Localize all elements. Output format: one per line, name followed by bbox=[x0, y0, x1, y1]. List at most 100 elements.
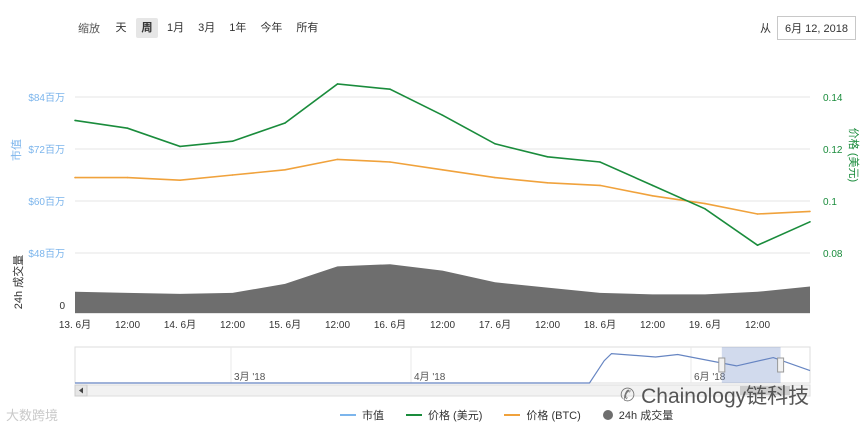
price-btc-path-point bbox=[179, 179, 181, 181]
zoom-3m-button[interactable]: 3月 bbox=[198, 22, 216, 34]
right-tick-012: 0.12 bbox=[823, 145, 843, 156]
price-btc-path-point bbox=[651, 195, 654, 197]
date-from-input[interactable]: 6月 12, 2018 bbox=[777, 16, 856, 40]
x-tick-label: 13. 6月 bbox=[59, 319, 91, 331]
price-btc-path-point bbox=[599, 184, 601, 187]
zoom-ytd-button[interactable]: 今年 bbox=[260, 22, 283, 34]
navigator-label-jun: 6月 '18 bbox=[694, 371, 726, 383]
legend-market-cap-label: 市值 bbox=[362, 410, 384, 422]
legend-price-usd[interactable]: 价格 (美元) bbox=[406, 407, 482, 423]
right-tick-01: 0.1 bbox=[823, 197, 837, 208]
zoom-week-button[interactable]: 周 bbox=[136, 18, 158, 38]
legend-price-btc[interactable]: 价格 (BTC) bbox=[504, 407, 581, 423]
price-btc-path-point bbox=[756, 213, 759, 215]
x-tick-label: 15. 6月 bbox=[269, 319, 301, 331]
date-from: 从 6月 12, 2018 bbox=[760, 16, 856, 40]
navigator-label-apr: 4月 '18 bbox=[414, 371, 446, 383]
price-usd-path-point bbox=[441, 114, 444, 116]
volume-axis-title: 24h 成交量 bbox=[11, 255, 25, 309]
legend-market-cap-icon bbox=[340, 414, 356, 416]
x-axis-labels: 13. 6月 12:00 14. 6月 12:00 15. 6月 12:00 16. 6月 1… bbox=[59, 319, 771, 331]
left-tick-84: $84百万 bbox=[28, 92, 65, 104]
price-usd-path-point bbox=[74, 119, 76, 122]
x-tick-label: 16. 6月 bbox=[374, 319, 406, 331]
volume-area-path bbox=[75, 264, 810, 313]
volume-axis-zero: 0 bbox=[59, 301, 65, 312]
zoom-1y-button[interactable]: 1年 bbox=[229, 22, 247, 34]
price-usd-path-point bbox=[336, 83, 339, 85]
x-tick-label: 12:00 bbox=[325, 320, 350, 331]
x-tick-label: 12:00 bbox=[430, 320, 455, 331]
scrollbar-thumb[interactable] bbox=[740, 386, 790, 395]
zoom-all-button[interactable]: 所有 bbox=[296, 22, 319, 34]
x-tick-label: 12:00 bbox=[220, 320, 245, 331]
price-btc-path-point bbox=[74, 176, 76, 179]
legend-price-btc-label: 价格 (BTC) bbox=[526, 410, 581, 422]
x-tick-label: 12:00 bbox=[535, 320, 560, 331]
scrollbar[interactable] bbox=[74, 384, 811, 397]
price-usd-path-point bbox=[126, 127, 129, 129]
right-axis-title: 价格 (美元) bbox=[847, 128, 861, 182]
left-tick-60: $60百万 bbox=[28, 196, 65, 208]
right-tick-014: 0.14 bbox=[823, 93, 843, 104]
price-usd-path-point bbox=[389, 88, 391, 90]
right-tick-008: 0.08 bbox=[823, 249, 843, 260]
price-btc-path-point bbox=[546, 182, 549, 184]
navigator[interactable]: 3月 '18 4月 '18 6月 '18 bbox=[74, 346, 811, 384]
x-tick-label: 12:00 bbox=[745, 320, 770, 331]
price-usd-path-point bbox=[651, 184, 654, 187]
watermark-left: 大数跨境 bbox=[6, 405, 58, 424]
price-usd-path-point bbox=[546, 156, 549, 158]
left-axis-title: 市值 bbox=[9, 139, 23, 161]
navigator-line bbox=[75, 352, 811, 384]
wechat-icon: ✆ bbox=[620, 384, 636, 405]
x-tick-label: 17. 6月 bbox=[479, 319, 511, 331]
legend-price-usd-label: 价格 (美元) bbox=[428, 410, 483, 422]
date-from-label: 从 bbox=[760, 23, 771, 35]
navigator-series bbox=[75, 352, 811, 384]
price-btc-path-point bbox=[336, 158, 339, 161]
price-btc-path-point bbox=[284, 169, 286, 171]
price-usd-path-point bbox=[231, 140, 234, 142]
legend-volume-icon bbox=[602, 410, 613, 420]
navigator-handle-left[interactable] bbox=[718, 357, 726, 373]
price-usd-line bbox=[74, 83, 811, 247]
watermark-right-text: Chainology链科技 bbox=[641, 385, 810, 408]
price-btc-path-point bbox=[389, 161, 391, 163]
legend-price-btc-icon bbox=[504, 414, 521, 416]
left-tick-72: $72百万 bbox=[28, 144, 65, 156]
price-btc-path-point bbox=[809, 210, 811, 213]
scrollbar-left-arrow-icon bbox=[79, 387, 83, 394]
watermark-left-text: 大数跨境 bbox=[6, 408, 59, 423]
navigator-selection[interactable] bbox=[721, 347, 781, 383]
navigator-frame bbox=[74, 346, 811, 384]
zoom-label: 缩放 bbox=[78, 23, 100, 35]
legend-price-usd-icon bbox=[406, 414, 422, 416]
price-usd-path-point bbox=[179, 145, 181, 148]
volume-area bbox=[75, 264, 810, 313]
legend-market-cap[interactable]: 市值 bbox=[340, 407, 384, 423]
x-tick-label: 12:00 bbox=[115, 320, 140, 331]
zoom-day-button[interactable]: 天 bbox=[115, 22, 127, 34]
watermark-right: ✆ Chainology链科技 bbox=[620, 380, 809, 410]
zoom-1m-button[interactable]: 1月 bbox=[167, 22, 185, 34]
price-btc-path-point bbox=[494, 176, 496, 179]
navigator-handle-right[interactable] bbox=[777, 357, 785, 373]
price-btc-path-point bbox=[126, 176, 129, 179]
range-selector: 缩放 天 周 1月 3月 1年 今年 所有 bbox=[78, 18, 323, 38]
price-usd-path-point bbox=[599, 161, 601, 163]
legend: 市值 价格 (美元) 价格 (BTC) 24h 成交量 bbox=[340, 407, 673, 423]
price-usd-path-point bbox=[704, 208, 706, 210]
price-btc-path-point bbox=[231, 174, 234, 176]
x-tick-label: 12:00 bbox=[640, 320, 665, 331]
price-usd-path-point bbox=[494, 143, 496, 145]
price-btc-path-point bbox=[441, 169, 444, 171]
price-usd-path-point bbox=[284, 122, 286, 124]
price-usd-path-point bbox=[809, 221, 811, 223]
price-usd-path-point bbox=[756, 244, 759, 246]
x-tick-label: 18. 6月 bbox=[584, 319, 616, 331]
x-tick-label: 14. 6月 bbox=[164, 319, 196, 331]
legend-volume[interactable]: 24h 成交量 bbox=[602, 407, 673, 423]
x-tick-label: 19. 6月 bbox=[689, 319, 721, 331]
